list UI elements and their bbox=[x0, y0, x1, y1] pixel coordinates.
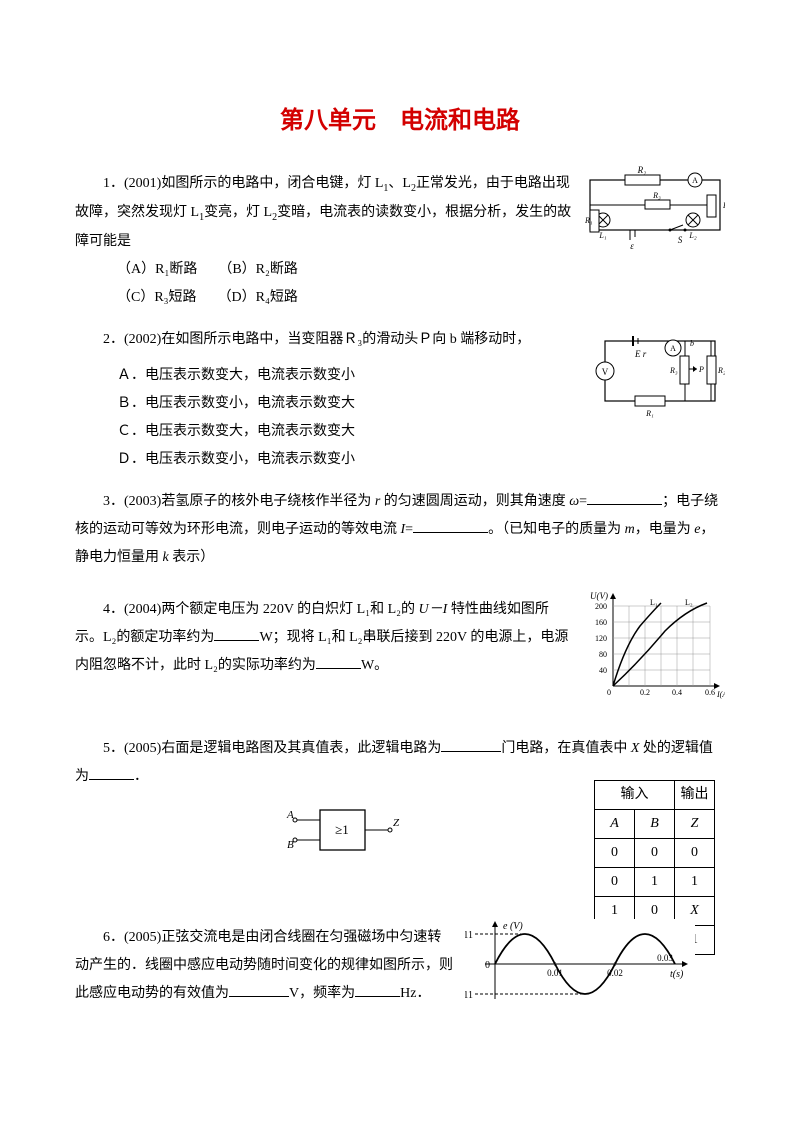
svg-text:R₃: R₃ bbox=[669, 366, 678, 375]
q5-blank-2[interactable] bbox=[89, 763, 134, 780]
q6-ymin: -311 bbox=[465, 990, 473, 1001]
svg-text:ε: ε bbox=[630, 241, 634, 250]
question-2: V E r A b R₃ P R₂ R₁ 2．(2002)在如图所示电路中，当变… bbox=[75, 326, 725, 474]
q3-blank-2[interactable] bbox=[413, 516, 488, 533]
table-row: 000 bbox=[595, 838, 715, 867]
gate-a-label: A bbox=[286, 809, 294, 821]
question-4: U(V) 200 160 120 80 40 0 0.2 0.4 0.6 I(A… bbox=[75, 596, 725, 711]
q3-t5: = bbox=[405, 522, 413, 537]
svg-text:V: V bbox=[602, 367, 609, 377]
svg-text:R₁: R₁ bbox=[585, 216, 593, 225]
q6-blank-1[interactable] bbox=[229, 980, 289, 997]
th-in: 输入 bbox=[595, 780, 675, 809]
th-z: Z bbox=[675, 809, 715, 838]
svg-text:0: 0 bbox=[607, 688, 611, 697]
th-b: B bbox=[635, 809, 675, 838]
svg-text:I(A): I(A) bbox=[716, 690, 725, 699]
q2-figure: V E r A b R₃ P R₂ R₁ bbox=[595, 331, 725, 426]
q1-choice-c: （C）R₃短路 bbox=[117, 290, 197, 305]
q1-choice-b: （B）R₂断路 bbox=[225, 262, 298, 277]
q4-ui: U－I bbox=[419, 602, 448, 617]
svg-text:160: 160 bbox=[595, 618, 607, 627]
gate-b-label: B bbox=[287, 839, 294, 851]
svg-text:200: 200 bbox=[595, 602, 607, 611]
svg-text:U(V): U(V) bbox=[590, 591, 608, 601]
svg-text:L₂: L₂ bbox=[688, 231, 696, 240]
q4-blank-2[interactable] bbox=[316, 652, 361, 669]
q6-xlabel: t(s) bbox=[670, 969, 684, 980]
svg-text:P: P bbox=[698, 365, 704, 374]
q5-blank-1[interactable] bbox=[441, 735, 501, 752]
svg-text:0.4: 0.4 bbox=[672, 688, 682, 697]
svg-text:80: 80 bbox=[599, 650, 607, 659]
svg-text:≥1: ≥1 bbox=[335, 822, 349, 837]
q5-gate: ≥1 A B Z bbox=[285, 800, 405, 860]
q3-m: m bbox=[625, 522, 635, 537]
question-1: R₂ A R₃ R₄ L₁ L₂ R₁ ε S 1．(2001)如图所示的电路中… bbox=[75, 170, 725, 312]
q6-x3: 0.03 bbox=[657, 953, 673, 963]
svg-text:R₄: R₄ bbox=[722, 201, 725, 210]
question-3: 3．(2003)若氢原子的核外电子绕核作半径为 r 的匀速圆周运动，则其角速度 … bbox=[75, 488, 725, 572]
q6-figure: e (V) t(s) 311 0 -311 0.01 0.02 0.03 bbox=[465, 919, 695, 1009]
svg-text:L₁: L₁ bbox=[598, 231, 606, 240]
q3-t9: 表示） bbox=[169, 550, 215, 565]
svg-text:S: S bbox=[678, 235, 683, 245]
q3-w: ω bbox=[569, 494, 579, 509]
question-5: 5．(2005)右面是逻辑电路图及其真值表，此逻辑电路为门电路，在真值表中 X … bbox=[75, 735, 725, 910]
q5-t2: 门电路，在真值表中 bbox=[501, 741, 631, 756]
svg-text:L₂: L₂ bbox=[685, 598, 693, 607]
q3-t3: = bbox=[579, 494, 587, 509]
svg-text:R₁: R₁ bbox=[645, 409, 654, 418]
svg-text:120: 120 bbox=[595, 634, 607, 643]
q1-choice-a: （A）R₁断路 bbox=[117, 262, 197, 277]
q4-figure: U(V) 200 160 120 80 40 0 0.2 0.4 0.6 I(A… bbox=[585, 591, 725, 701]
table-row: 011 bbox=[595, 867, 715, 896]
q1-choices: （A）R₁断路 （B）R₂断路 （C）R₃短路 （D）R₄短路 bbox=[75, 256, 725, 312]
q1-t1: 1．(2001)如图所示的电路中，闭合电键，灯 L bbox=[103, 176, 383, 191]
q1-figure: R₂ A R₃ R₄ L₁ L₂ R₁ ε S bbox=[585, 165, 725, 250]
svg-text:R₂: R₂ bbox=[637, 165, 647, 175]
q4-blank-1[interactable] bbox=[214, 624, 259, 641]
q3-blank-1[interactable] bbox=[587, 488, 662, 505]
q4-t1: 4．(2004)两个额定电压为 220V 的白炽灯 L₁和 L₂的 bbox=[103, 602, 419, 617]
svg-text:b: b bbox=[690, 339, 694, 348]
page-title: 第八单元 电流和电路 bbox=[75, 100, 725, 135]
q3-t2: 的匀速圆周运动，则其角速度 bbox=[380, 494, 569, 509]
svg-text:R₃: R₃ bbox=[652, 191, 661, 200]
q1-t2: 、L bbox=[388, 176, 411, 191]
svg-text:A: A bbox=[670, 344, 676, 353]
q3-text: 3．(2003)若氢原子的核外电子绕核作半径为 r 的匀速圆周运动，则其角速度 … bbox=[75, 488, 725, 572]
q1-choice-d: （D）R₄短路 bbox=[225, 290, 298, 305]
svg-text:L₁: L₁ bbox=[650, 598, 658, 607]
svg-text:R₂: R₂ bbox=[717, 366, 725, 375]
q3-t6: 。（已知电子的质量为 bbox=[488, 522, 625, 537]
q4-t4: W。 bbox=[361, 658, 388, 673]
q6-blank-2[interactable] bbox=[355, 980, 400, 997]
q6-x1: 0.01 bbox=[547, 968, 563, 978]
question-6: e (V) t(s) 311 0 -311 0.01 0.02 0.03 6．(… bbox=[75, 924, 725, 1024]
th-out: 输出 bbox=[675, 780, 715, 809]
q5-t1: 5．(2005)右面是逻辑电路图及其真值表，此逻辑电路为 bbox=[103, 741, 441, 756]
svg-text:0: 0 bbox=[485, 960, 490, 971]
th-a: A bbox=[595, 809, 635, 838]
q3-t1: 3．(2003)若氢原子的核外电子绕核作半径为 bbox=[103, 494, 375, 509]
q6-x2: 0.02 bbox=[607, 968, 623, 978]
q1-t4: 变亮，灯 L bbox=[204, 205, 272, 220]
q3-t7: ，电量为 bbox=[635, 522, 695, 537]
gate-z-label: Z bbox=[393, 817, 400, 829]
svg-text:40: 40 bbox=[599, 666, 607, 675]
q6-ymax: 311 bbox=[465, 930, 473, 941]
q6-t3: Hz． bbox=[400, 986, 430, 1001]
svg-text:A: A bbox=[692, 176, 698, 185]
q6-t2: V，频率为 bbox=[289, 986, 355, 1001]
q6-ylabel: e (V) bbox=[503, 921, 523, 932]
svg-text:E r: E r bbox=[634, 349, 647, 359]
svg-text:0.2: 0.2 bbox=[640, 688, 650, 697]
svg-text:0.6: 0.6 bbox=[705, 688, 715, 697]
q2-choice-d: Ｄ．电压表示数变小，电流表示数变小 bbox=[117, 446, 725, 474]
